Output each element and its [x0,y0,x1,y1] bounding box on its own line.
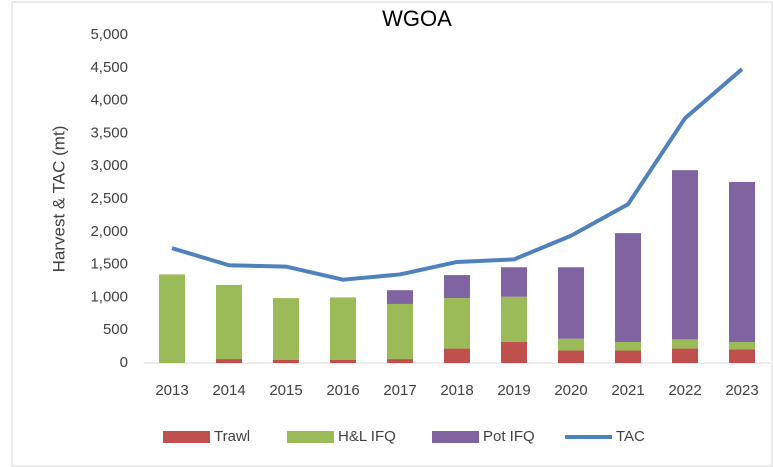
bar-segment [729,181,755,343]
y-tick-label: 1,000 [90,288,128,305]
y-tick-label: 2,500 [90,190,128,207]
y-tick-label: 5,000 [90,26,128,43]
legend-label: Pot IFQ [483,428,535,445]
bar-segment [615,342,641,351]
legend-label: H&L IFQ [338,428,396,445]
legend-label: TAC [616,428,645,445]
x-tick-label: 2013 [155,382,188,399]
bar-segment [387,303,413,360]
bar-segment [273,359,299,363]
bar-segment [330,359,356,363]
x-tick-label: 2022 [668,382,701,399]
y-tick-label: 3,500 [90,124,128,141]
bar-segment [558,350,584,363]
bar-segment [387,290,413,304]
legend-swatch [163,431,210,443]
y-axis-label: Harvest & TAC (mt) [49,126,68,273]
bar-segment [672,339,698,349]
bar-segment [444,298,470,349]
legend-swatch [287,431,334,443]
bar-segment [501,296,527,343]
bar-segment [672,348,698,363]
bar-segment [216,284,242,360]
x-tick-label: 2015 [269,382,302,399]
bar-segment [501,342,527,363]
y-tick-label: 4,500 [90,59,128,76]
x-tick-label: 2020 [554,382,587,399]
legend-label: Trawl [214,428,250,445]
x-tick-label: 2016 [326,382,359,399]
bar-segment [330,297,356,360]
x-tick-label: 2021 [611,382,644,399]
bar-segment [615,350,641,363]
bar-segment [159,274,185,363]
bar-segment [501,267,527,297]
bar-segment [558,338,584,351]
y-tick-label: 4,000 [90,92,128,109]
bar-segment [444,275,470,299]
bar-segment [444,348,470,363]
x-tick-label: 2017 [383,382,416,399]
y-tick-label: 500 [103,321,128,338]
chart-border [11,1,773,467]
x-tick-label: 2023 [725,382,758,399]
y-tick-label: 1,500 [90,256,128,273]
bar-segment [729,349,755,363]
y-tick-label: 0 [120,354,128,371]
legend-swatch [432,431,479,443]
x-tick-label: 2018 [440,382,473,399]
chart-title: WGOA [382,6,452,31]
y-tick-label: 3,000 [90,157,128,174]
bar-segment [273,298,299,360]
bar-segment [558,267,584,339]
bar-segment [729,342,755,350]
bar-segment [615,233,641,343]
x-tick-label: 2019 [497,382,530,399]
x-tick-label: 2014 [212,382,245,399]
y-tick-label: 2,000 [90,223,128,240]
bar-segment [387,359,413,363]
bar-segment [672,170,698,340]
line-series [171,67,744,282]
bar-segment [216,359,242,363]
